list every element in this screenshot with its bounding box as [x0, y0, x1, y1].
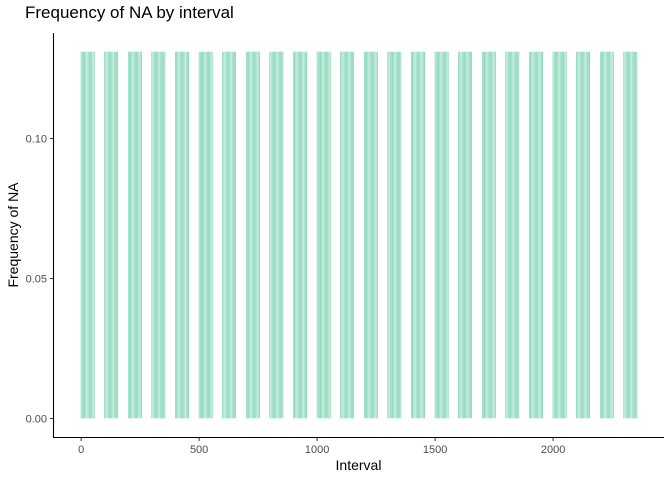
x-tick-label: 500 [190, 444, 208, 456]
bar [352, 51, 355, 419]
y-tick-label: 0.05 [26, 274, 47, 286]
bar [447, 51, 449, 419]
bar [140, 51, 143, 419]
bar [565, 51, 567, 419]
bar [329, 51, 331, 419]
bar [305, 51, 308, 419]
chart-title: Frequency of NA by interval [25, 3, 234, 22]
bar [423, 51, 426, 419]
bar [93, 51, 95, 419]
bar [116, 51, 119, 419]
bar [258, 51, 261, 419]
bar [470, 51, 473, 419]
y-axis-title: Frequency of NA [5, 182, 21, 288]
y-tick-label: 0.10 [26, 134, 47, 146]
x-tick-label: 0 [78, 444, 84, 456]
x-axis-ticks: 0 500 1000 1500 2000 [78, 437, 565, 456]
x-tick-label: 1000 [305, 444, 329, 456]
bar [376, 51, 379, 419]
x-tick-label: 1500 [423, 444, 447, 456]
bar [234, 51, 237, 419]
y-tick-label: 0.00 [26, 414, 47, 426]
bar [636, 51, 638, 419]
bar [282, 51, 284, 419]
bar [187, 51, 190, 419]
bar [541, 51, 544, 419]
bars-group [80, 51, 638, 419]
bar [211, 51, 213, 419]
bar [588, 51, 591, 419]
bar [612, 51, 615, 419]
bar [400, 51, 402, 419]
bar [494, 51, 497, 419]
x-axis-title: Interval [336, 457, 382, 473]
bar [164, 51, 166, 419]
bar [518, 51, 520, 419]
y-axis-ticks: 0.00 0.05 0.10 [26, 134, 54, 426]
x-tick-label: 2000 [541, 444, 565, 456]
